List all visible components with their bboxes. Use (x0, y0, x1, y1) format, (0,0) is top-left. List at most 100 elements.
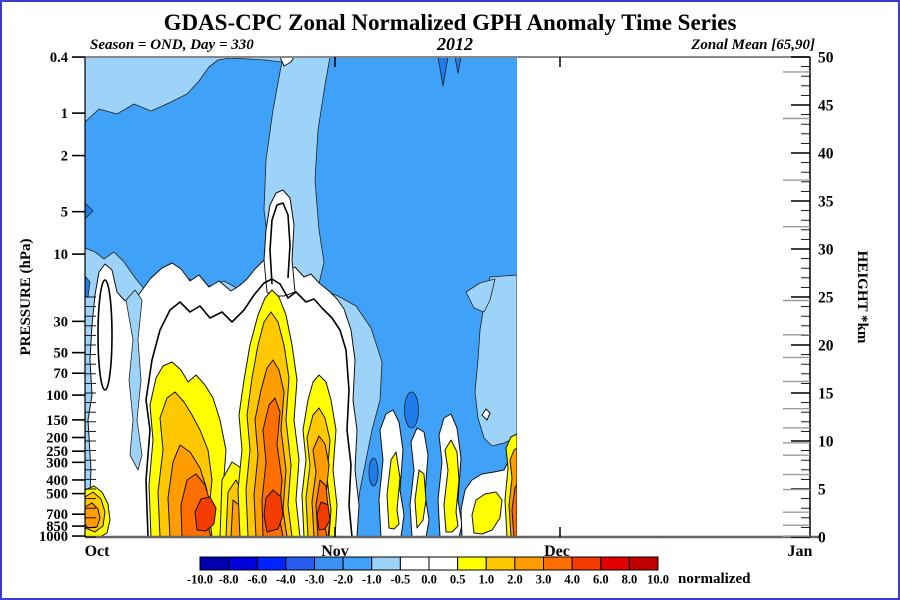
pressure-tick-label: 1000 (39, 529, 68, 545)
colorbar-tick-label: 10.0 (647, 573, 669, 587)
height-tick-label: 15 (818, 386, 834, 403)
colorbar: -10.0 -8.0 -6.0 -4.0 -3.0 -2.0 -1.0 -0.5 0.0 0.5 1… (187, 556, 669, 587)
colorbar-swatch (199, 556, 230, 571)
colorbar-swatch (485, 556, 516, 571)
pressure-tick-label: 250 (46, 444, 68, 460)
pressure-tick-label: 50 (54, 346, 69, 362)
white-top-notch (279, 57, 295, 67)
month-label: Nov (321, 543, 349, 560)
month-label: Dec (544, 543, 570, 560)
colorbar-tick-label: -6.0 (247, 573, 267, 587)
deep-blue-pocket (404, 391, 419, 429)
km-ladder-ticks (85, 296, 96, 538)
white-speck (481, 408, 491, 421)
light-blue-right-upper (465, 278, 496, 313)
zonal-mean-label: Zonal Mean [65,90] (690, 37, 815, 53)
colorbar-tick-label: 6.0 (593, 573, 609, 587)
warm-tower-c-red-core (316, 501, 331, 531)
height-tick-label: 30 (818, 242, 834, 259)
height-tick-label: 35 (818, 194, 834, 211)
deep-blue-edge-mark (85, 202, 94, 220)
season-label: Season = OND, Day = 330 (90, 37, 254, 53)
zero-contour (97, 279, 113, 391)
colorbar-tick-label: -0.5 (390, 573, 410, 587)
month-labels: Oct Nov Dec Jan (85, 57, 813, 560)
height-tick-label: 45 (818, 98, 834, 115)
colorbar-tick-label: -3.0 (305, 573, 325, 587)
pressure-tick-label: 300 (46, 455, 68, 471)
colorbar-swatch (571, 556, 602, 571)
zero-contour (269, 202, 291, 285)
colorbar-swatch (371, 556, 401, 571)
height-tick-label: 10 (818, 434, 834, 451)
colorbar-swatch (314, 556, 344, 571)
height-ticks: 0 5 10 15 20 25 30 35 40 45 50 (783, 50, 834, 547)
colorbar-swatch (428, 556, 459, 571)
pressure-tick-label: 700 (46, 507, 68, 523)
light-blue-right-tongue (474, 274, 517, 447)
colorbar-swatch (285, 556, 315, 571)
pressure-axis-title: PRESSURE (hPa) (18, 238, 34, 355)
colorbar-swatch (543, 556, 573, 571)
colorbar-swatch (457, 556, 487, 571)
yellow-sliver (443, 439, 460, 533)
warm-tower-a-red-core (194, 496, 217, 532)
deep-blue-pocket (368, 457, 379, 487)
pressure-tick-label: 2 (61, 149, 68, 165)
pressure-tick-label: 1 (61, 106, 68, 122)
pressure-tick-label: 30 (54, 314, 69, 330)
year-label: 2012 (436, 34, 473, 54)
height-axis-title: HEIGHT *km (854, 251, 870, 344)
pressure-tick-label: 0.4 (50, 50, 68, 66)
height-tick-label: 25 (818, 290, 834, 307)
deep-blue-spike (437, 57, 449, 87)
colorbar-label: normalized (678, 571, 751, 587)
deep-blue-spike (454, 57, 462, 74)
pressure-tick-label: 5 (61, 205, 68, 221)
colorbar-tick-label: -10.0 (187, 573, 213, 587)
height-tick-label: 5 (818, 482, 826, 499)
colorbar-tick-label: 0.0 (421, 573, 437, 587)
page-title: GDAS-CPC Zonal Normalized GPH Anomaly Ti… (164, 10, 737, 35)
pressure-tick-label: 200 (46, 431, 68, 447)
colorbar-swatch (514, 556, 544, 571)
contour-field (85, 57, 517, 537)
pressure-tick-label: 100 (46, 388, 68, 404)
yellow-sliver (414, 469, 427, 529)
warm-tower-b-red-core (263, 489, 284, 533)
colorbar-tick-label: -1.0 (362, 573, 382, 587)
light-blue-notch (125, 289, 143, 471)
colorbar-tick-label: 1.0 (478, 573, 494, 587)
colorbar-swatch (256, 556, 287, 571)
colorbar-swatch (600, 556, 630, 571)
colorbar-tick-label: 0.5 (450, 573, 466, 587)
height-tick-label: 40 (818, 146, 834, 163)
pressure-tick-label: 70 (54, 366, 69, 382)
month-label: Jan (788, 543, 813, 560)
pressure-tick-label: 850 (46, 519, 68, 535)
colorbar-tick-label: -8.0 (219, 573, 239, 587)
colorbar-tick-label: 2.0 (507, 573, 523, 587)
colorbar-tick-label: 3.0 (536, 573, 552, 587)
yellow-sliver (386, 451, 401, 530)
height-tick-label: 0 (818, 530, 826, 547)
colorbar-swatch (342, 556, 373, 571)
height-tick-label: 20 (818, 338, 834, 355)
pressure-tick-label: 150 (46, 413, 68, 429)
colorbar-swatch (399, 556, 430, 571)
colorbar-swatch (228, 556, 258, 571)
pressure-tick-label: 10 (54, 247, 69, 263)
yellow-bottom-right-blob (471, 491, 503, 535)
height-tick-label: 50 (818, 50, 834, 67)
pressure-tick-label: 500 (46, 487, 68, 503)
colorbar-tick-label: 8.0 (622, 573, 638, 587)
colorbar-tick-label: -2.0 (333, 573, 353, 587)
colorbar-tick-label: 4.0 (564, 573, 580, 587)
colorbar-swatch (628, 556, 659, 571)
edge-warm-column-core (511, 483, 517, 537)
pressure-tick-label: 400 (46, 473, 68, 489)
colorbar-tick-label: -4.0 (276, 573, 296, 587)
